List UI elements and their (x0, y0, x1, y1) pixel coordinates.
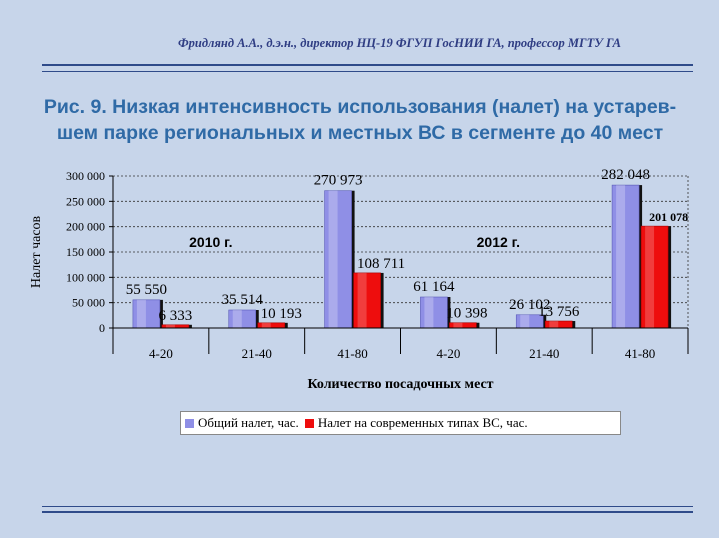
x-tick-label: 41-80 (625, 346, 655, 361)
plot-area (113, 176, 688, 328)
bar-series2 (353, 272, 381, 329)
y-tick-label: 50 000 (72, 296, 105, 310)
legend-label-series2: Налет на современных типах ВС, час. (317, 415, 528, 430)
bar-highlight (357, 272, 367, 328)
bar-highlight (165, 324, 175, 328)
annotation-year-2012: 2012 г. (477, 234, 520, 250)
bar-highlight (232, 310, 242, 328)
legend-swatch-series2 (304, 418, 314, 428)
y-tick-label: 150 000 (66, 245, 105, 259)
header-rule (42, 64, 693, 66)
data-label-series2: 10 398 (446, 306, 487, 322)
bar-highlight (616, 185, 626, 328)
y-tick-label: 200 000 (66, 220, 105, 234)
bar-chart: 0 50 000 100 000 150 000 200 000 250 000 300 0… (29, 167, 689, 392)
data-label-series1: 282 048 (601, 167, 650, 183)
data-label-series2: 6 333 (159, 308, 193, 324)
axes: 0 50 000 100 000 150 000 200 000 250 000 300 0… (29, 169, 689, 392)
data-label-series2: 201 078 (649, 210, 688, 224)
bar-highlight (424, 297, 434, 328)
legend-swatch-series1 (185, 418, 194, 428)
title-line-1: Рис. 9. Низкая интенсивность использован… (43, 96, 677, 118)
x-tick-label: 41-80 (337, 346, 367, 361)
header-rule-thin (42, 71, 693, 72)
bar-highlight (328, 190, 338, 328)
bar-series1 (611, 184, 640, 329)
y-axis-title: Налет часов (29, 215, 44, 288)
page-title: Рис. 9. Низкая интенсивность использован… (20, 94, 700, 146)
legend-item-series1: Общий налет, час. (185, 415, 299, 431)
annotation-year-2010: 2010 г. (189, 234, 232, 250)
data-label-series2: 108 711 (357, 256, 405, 272)
bar-highlight (549, 321, 559, 328)
x-tick-label: 4-20 (149, 346, 173, 361)
bar-series1 (420, 296, 448, 329)
bar-highlight (645, 226, 655, 328)
data-label-series1: 35 514 (222, 292, 264, 308)
title-line-2: шем парке региональных и местных ВС в се… (56, 122, 664, 144)
data-label-series1: 55 550 (126, 282, 167, 298)
bar-highlight (261, 322, 271, 328)
legend-item-series2: Налет на современных типах ВС, час. (304, 415, 528, 431)
grid-lines (113, 175, 689, 328)
x-tick-label: 21-40 (242, 346, 272, 361)
data-label-series2: 13 756 (538, 304, 580, 320)
y-tick-label: 100 000 (66, 270, 105, 284)
footer-rule-thick (42, 511, 693, 513)
x-axis-title: Количество посадочных мест (307, 377, 493, 392)
author-line: Фридлянд А.А., д.э.н., директор НЦ-19 ФГ… (178, 36, 621, 50)
y-tick-label: 250 000 (66, 194, 105, 208)
bar-highlight (136, 299, 146, 328)
data-label-series1: 61 164 (413, 279, 455, 295)
y-tick-label: 0 (99, 321, 105, 335)
data-label-series1: 270 973 (314, 173, 363, 189)
data-label-series1: 26 102 (509, 297, 550, 313)
bar-series2 (640, 225, 669, 329)
legend: Общий налет, час. Налет на современных т… (180, 411, 621, 435)
y-tick-label: 300 000 (66, 169, 105, 183)
x-tick-label: 21-40 (529, 346, 559, 361)
bars (132, 184, 672, 329)
legend-label-series1: Общий налет, час. (198, 415, 299, 430)
bar-highlight (453, 322, 463, 328)
x-tick-label: 4-20 (436, 346, 460, 361)
footer-rule (42, 506, 693, 507)
bar-highlight (520, 314, 530, 328)
data-label-series2: 10 193 (261, 306, 302, 322)
bar-series1 (324, 190, 352, 329)
